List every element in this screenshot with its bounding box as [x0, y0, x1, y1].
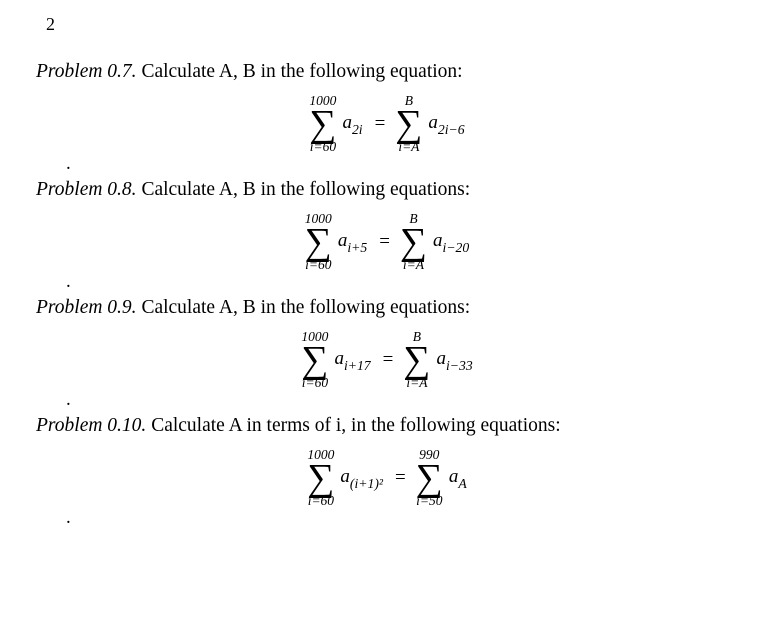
- problem-text: Calculate A in terms of i, in the follow…: [146, 415, 560, 436]
- equation-row: 1000 ∑ i=60 ai+17 = B ∑ i=A ai−33: [36, 330, 740, 389]
- problem-heading: Problem 0.7.: [36, 61, 137, 82]
- problem-heading: Problem 0.9.: [36, 297, 137, 318]
- equation-row: 1000 ∑ i=60 a2i = B ∑ i=A a2i−6: [36, 94, 740, 153]
- sum-rhs: B ∑ i=A: [395, 94, 422, 153]
- sigma-icon: ∑: [307, 462, 334, 494]
- equation: 1000 ∑ i=60 a2i = B ∑ i=A a2i−6: [309, 94, 466, 153]
- equation: 1000 ∑ i=60 ai+5 = B ∑ i=A ai−20: [305, 212, 471, 271]
- sum-lower: i=A: [406, 376, 427, 390]
- term-rhs: aA: [447, 466, 469, 491]
- term-rhs: a2i−6: [426, 112, 466, 137]
- term-lhs: a(i+1)²: [338, 466, 385, 491]
- sigma-icon: ∑: [309, 108, 336, 140]
- term-lhs: ai+17: [332, 348, 372, 373]
- sum-lower: i=60: [308, 494, 334, 508]
- sum-lower: i=A: [398, 140, 419, 154]
- trailing-period: .: [36, 512, 740, 523]
- sum-lower: i=60: [305, 258, 331, 272]
- sum-rhs: B ∑ i=A: [400, 212, 427, 271]
- sum-lower: i=60: [310, 140, 336, 154]
- problem-heading: Problem 0.8.: [36, 179, 137, 200]
- problem-07: Problem 0.7. Calculate A, B in the follo…: [36, 59, 740, 169]
- page-number: 2: [46, 14, 740, 35]
- term-lhs: a2i: [340, 112, 364, 137]
- equation-row: 1000 ∑ i=60 ai+5 = B ∑ i=A ai−20: [36, 212, 740, 271]
- problem-statement: Problem 0.9. Calculate A, B in the follo…: [36, 295, 740, 320]
- problem-text: Calculate A, B in the following equation…: [137, 297, 471, 318]
- sigma-icon: ∑: [395, 108, 422, 140]
- sigma-icon: ∑: [305, 226, 332, 258]
- term-rhs: ai−20: [431, 230, 471, 255]
- sigma-icon: ∑: [416, 462, 443, 494]
- sum-lower: i=60: [302, 376, 328, 390]
- problem-08: Problem 0.8. Calculate A, B in the follo…: [36, 177, 740, 287]
- equals-sign: =: [377, 349, 400, 371]
- term-rhs: ai−33: [434, 348, 474, 373]
- sum-lhs: 1000 ∑ i=60: [301, 330, 328, 389]
- equation-row: 1000 ∑ i=60 a(i+1)² = 990 ∑ i=50 aA: [36, 448, 740, 507]
- problem-10: Problem 0.10. Calculate A in terms of i,…: [36, 413, 740, 523]
- sigma-icon: ∑: [400, 226, 427, 258]
- problem-text: Calculate A, B in the following equation…: [137, 179, 471, 200]
- sigma-icon: ∑: [301, 344, 328, 376]
- equation: 1000 ∑ i=60 ai+17 = B ∑ i=A ai−33: [301, 330, 474, 389]
- problem-heading: Problem 0.10.: [36, 415, 146, 436]
- sigma-icon: ∑: [403, 344, 430, 376]
- sum-lhs: 1000 ∑ i=60: [307, 448, 334, 507]
- trailing-period: .: [36, 276, 740, 287]
- term-lhs: ai+5: [336, 230, 369, 255]
- equals-sign: =: [373, 231, 396, 253]
- page: 2 Problem 0.7. Calculate A, B in the fol…: [0, 0, 770, 551]
- trailing-period: .: [36, 158, 740, 169]
- problem-statement: Problem 0.10. Calculate A in terms of i,…: [36, 413, 740, 438]
- sum-rhs: 990 ∑ i=50: [416, 448, 443, 507]
- problem-statement: Problem 0.8. Calculate A, B in the follo…: [36, 177, 740, 202]
- equals-sign: =: [389, 467, 412, 489]
- sum-lower: i=A: [403, 258, 424, 272]
- equation: 1000 ∑ i=60 a(i+1)² = 990 ∑ i=50 aA: [307, 448, 468, 507]
- trailing-period: .: [36, 394, 740, 405]
- problem-09: Problem 0.9. Calculate A, B in the follo…: [36, 295, 740, 405]
- problem-statement: Problem 0.7. Calculate A, B in the follo…: [36, 59, 740, 84]
- equals-sign: =: [369, 113, 392, 135]
- sum-lower: i=50: [416, 494, 442, 508]
- sum-rhs: B ∑ i=A: [403, 330, 430, 389]
- problem-text: Calculate A, B in the following equation…: [137, 61, 463, 82]
- sum-lhs: 1000 ∑ i=60: [305, 212, 332, 271]
- sum-lhs: 1000 ∑ i=60: [309, 94, 336, 153]
